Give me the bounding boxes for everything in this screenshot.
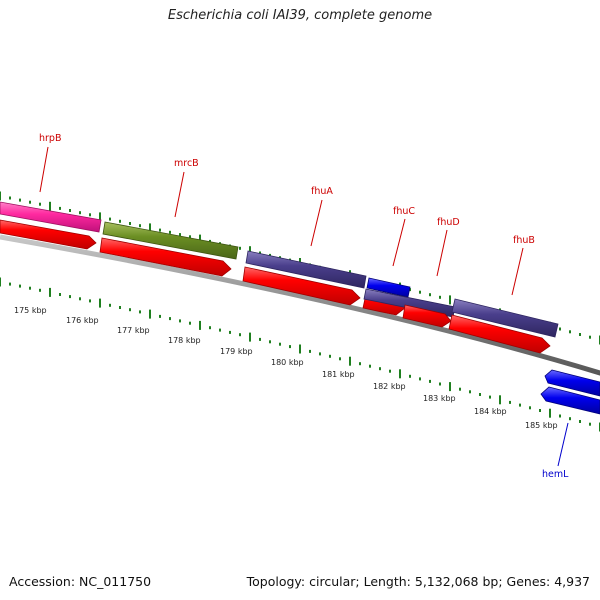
feature-fhuB-block	[451, 298, 559, 338]
kbp-label: 180 kbp	[271, 358, 304, 367]
gene-label-mrcB[interactable]: mrcB	[174, 158, 199, 169]
kbp-label: 184 kbp	[474, 407, 507, 416]
kbp-label: 177 kbp	[117, 326, 150, 335]
gene-label-fhuC[interactable]: fhuC	[393, 206, 415, 217]
feature-fhuA-cds[interactable]	[242, 266, 361, 306]
feature-hrpB[interactable]	[0, 201, 102, 233]
gene-label-fhuD[interactable]: fhuD	[437, 217, 460, 228]
feature-fhuA[interactable]	[245, 250, 367, 289]
genome-backbone	[0, 234, 600, 376]
kbp-label: 185 kbp	[525, 421, 558, 430]
feature-fhuC-block	[366, 277, 411, 298]
feature-mrcB[interactable]	[102, 221, 239, 260]
feature-hrpB-cds[interactable]	[0, 219, 97, 250]
feature-fhuB[interactable]	[451, 298, 559, 338]
leader-hemL	[557, 422, 569, 467]
leader-mrcB	[174, 171, 185, 218]
feature-fhuA-cds-arrow	[242, 266, 361, 306]
gene-label-fhuB[interactable]: fhuB	[513, 235, 535, 246]
leader-fhuD	[436, 229, 448, 277]
gene-label-hrpB[interactable]: hrpB	[39, 133, 61, 144]
gene-labels: hrpB mrcB fhuA fhuC fhuD fhuB hemL	[39, 133, 569, 480]
kbp-label: 181 kbp	[322, 370, 355, 379]
gene-label-fhuA[interactable]: fhuA	[311, 186, 333, 197]
feature-fhuA-block	[245, 250, 367, 289]
kbp-labels: 175 kbp 176 kbp 177 kbp 178 kbp 179 kbp …	[14, 306, 558, 430]
feature-fhuB-cds[interactable]	[448, 314, 551, 354]
genome-summary-text: Topology: circular; Length: 5,132,068 bp…	[246, 574, 590, 589]
feature-hemL-block	[544, 369, 600, 397]
kbp-label: 176 kbp	[66, 316, 99, 325]
kbp-label: 179 kbp	[220, 347, 253, 356]
label-leaders	[39, 146, 569, 467]
feature-hrpB-block	[0, 201, 102, 233]
feature-hrpB-cds-arrow	[0, 219, 97, 250]
genome-title: Escherichia coli IAI39, complete genome	[167, 8, 433, 23]
accession-text: Accession: NC_011750	[9, 574, 152, 589]
leader-fhuB	[511, 247, 524, 296]
gene-label-hemL[interactable]: hemL	[542, 469, 569, 480]
feature-mrcB-cds[interactable]	[99, 237, 232, 277]
feature-fhuC[interactable]	[366, 277, 411, 298]
kbp-label: 182 kbp	[373, 382, 406, 391]
kbp-label: 175 kbp	[14, 306, 47, 315]
feature-fhuD-cds-arrow	[402, 304, 452, 328]
leader-fhuA	[310, 199, 323, 247]
feature-hemL-cds-arrow	[540, 386, 600, 415]
feature-hemL[interactable]	[540, 369, 600, 415]
kbp-label: 178 kbp	[168, 336, 201, 345]
feature-mrcB-block	[102, 221, 239, 260]
lower-tick-track	[0, 277, 600, 432]
feature-fhuD-cds[interactable]	[402, 304, 452, 328]
kbp-label: 183 kbp	[423, 394, 456, 403]
leader-fhuC	[392, 218, 406, 267]
feature-mrcB-cds-arrow	[99, 237, 232, 277]
leader-hrpB	[39, 146, 49, 193]
feature-fhuB-cds-arrow	[448, 314, 551, 354]
